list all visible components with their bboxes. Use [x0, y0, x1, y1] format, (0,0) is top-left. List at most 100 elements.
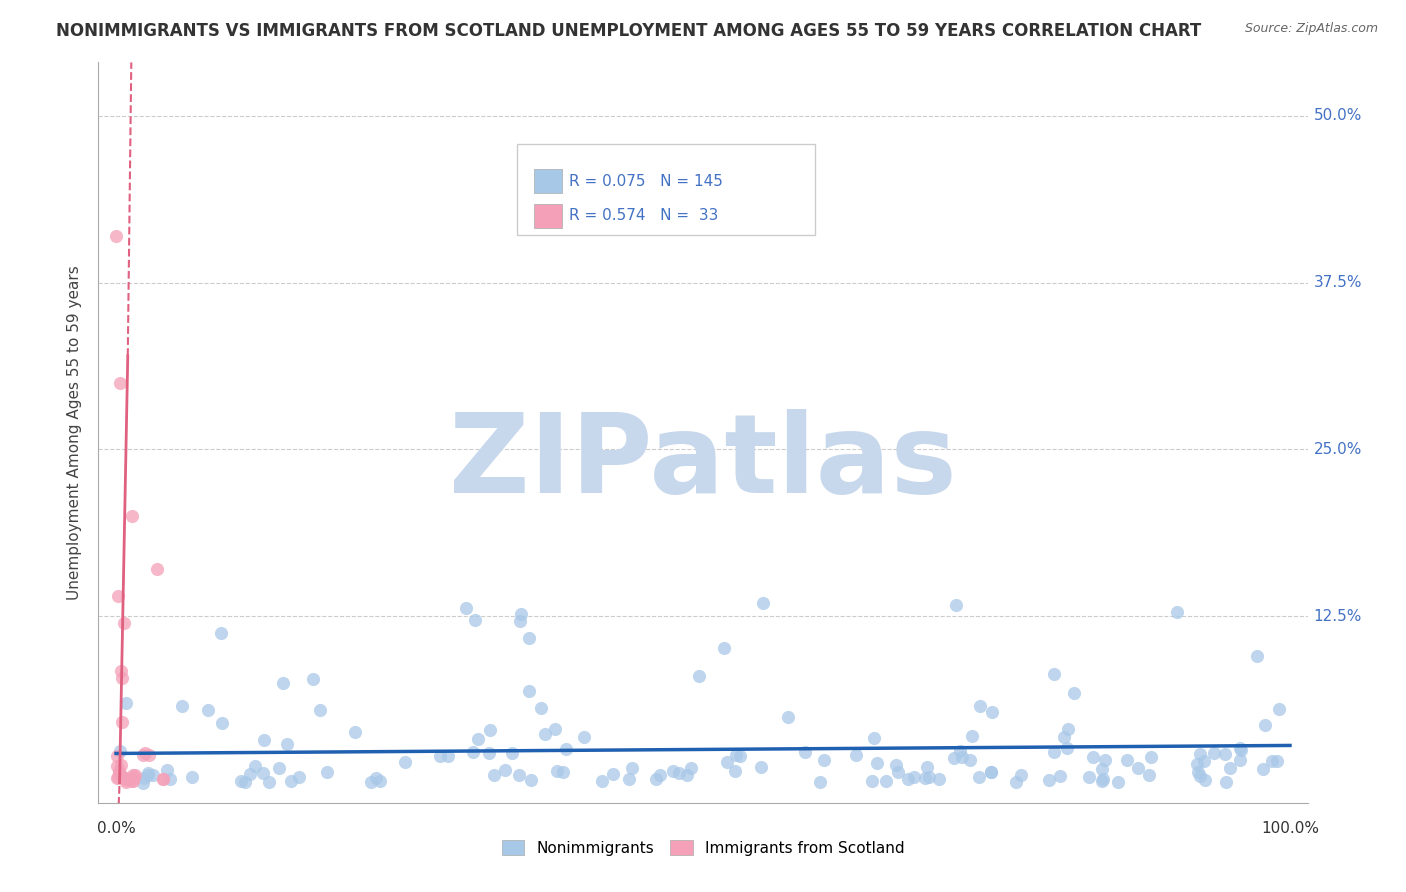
Point [1137, 768, 1160, 782]
Point [981, 705, 1004, 719]
Point [1246, 648, 1268, 663]
Point [553, 764, 575, 779]
Point [288, 770, 311, 784]
Point [960, 729, 983, 743]
Point [572, 730, 595, 744]
Point [620, 760, 643, 774]
Point [866, 756, 889, 771]
Point [959, 753, 981, 767]
Point [118, 772, 141, 786]
Point [602, 767, 624, 781]
Point [114, 771, 136, 785]
Point [676, 768, 699, 782]
Point [170, 698, 193, 713]
Point [943, 750, 966, 764]
Point [122, 768, 145, 782]
Point [1107, 775, 1129, 789]
Point [897, 772, 920, 786]
Point [967, 770, 990, 784]
Text: ZIPatlas: ZIPatlas [449, 409, 957, 516]
Point [343, 725, 366, 739]
Point [159, 772, 181, 786]
Point [134, 747, 156, 761]
Point [252, 766, 274, 780]
Point [1265, 754, 1288, 768]
Point [969, 698, 991, 713]
Point [115, 774, 138, 789]
Point [681, 761, 703, 775]
Point [394, 755, 416, 769]
Point [122, 774, 145, 789]
Point [105, 771, 128, 785]
Point [1187, 757, 1209, 772]
Point [980, 765, 1002, 780]
Point [813, 753, 835, 767]
Point [1254, 717, 1277, 731]
Point [1219, 761, 1241, 775]
Point [668, 766, 690, 780]
Point [1194, 773, 1216, 788]
Point [950, 749, 973, 764]
Point [1128, 761, 1150, 775]
Point [494, 763, 516, 777]
Point [662, 764, 685, 778]
Point [132, 775, 155, 789]
Point [233, 774, 256, 789]
Point [229, 773, 252, 788]
Legend: Nonimmigrants, Immigrants from Scotland: Nonimmigrants, Immigrants from Scotland [495, 834, 911, 862]
Point [1043, 666, 1066, 681]
Point [211, 716, 233, 731]
Point [108, 744, 131, 758]
Point [1091, 762, 1114, 776]
Point [253, 732, 276, 747]
Point [436, 748, 458, 763]
Point [1091, 774, 1114, 789]
Point [1192, 754, 1215, 768]
Point [114, 615, 136, 630]
Point [1010, 768, 1032, 782]
Point [688, 669, 710, 683]
Point [884, 757, 907, 772]
Point [181, 770, 204, 784]
Point [751, 760, 773, 774]
Point [728, 749, 751, 764]
Point [132, 748, 155, 763]
Point [121, 773, 143, 788]
Point [501, 746, 523, 760]
Point [302, 672, 325, 686]
Point [105, 758, 128, 772]
Point [1056, 722, 1078, 736]
Point [132, 772, 155, 786]
Point [519, 684, 541, 698]
Point [903, 771, 925, 785]
Point [239, 767, 262, 781]
Text: 100.0%: 100.0% [1261, 822, 1319, 837]
Point [724, 764, 747, 779]
Point [713, 640, 735, 655]
Point [107, 764, 129, 779]
Point [1188, 747, 1211, 762]
Point [1139, 750, 1161, 764]
Point [1083, 750, 1105, 764]
Point [152, 772, 174, 786]
Point [544, 722, 567, 736]
Point [863, 731, 886, 746]
Text: 12.5%: 12.5% [1313, 608, 1362, 624]
Point [115, 773, 138, 788]
Point [945, 598, 967, 612]
Point [533, 726, 555, 740]
Point [156, 763, 179, 777]
Point [269, 761, 291, 775]
Point [530, 700, 553, 714]
Point [121, 508, 143, 523]
Point [1213, 747, 1236, 762]
Point [107, 770, 129, 784]
Point [122, 771, 145, 785]
Point [478, 746, 501, 760]
Point [114, 771, 136, 785]
Point [108, 765, 131, 780]
Point [520, 773, 543, 788]
Point [508, 768, 530, 782]
Point [111, 672, 134, 686]
Point [142, 768, 165, 782]
